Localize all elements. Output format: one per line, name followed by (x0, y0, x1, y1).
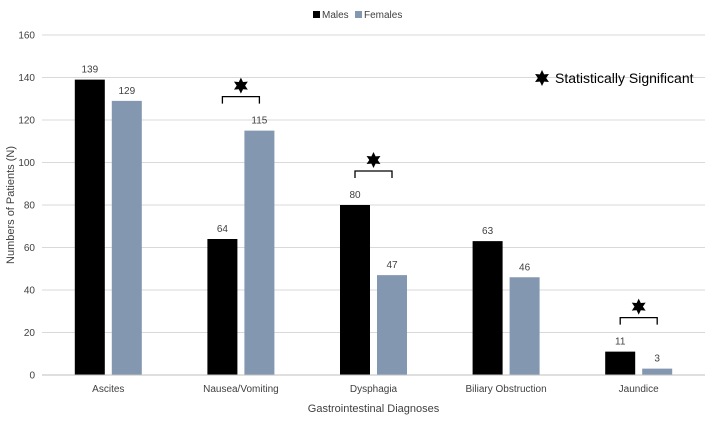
star-icon (631, 298, 646, 315)
x-axis-categories: Ascites Nausea/Vomiting Dysphagia Biliary O… (92, 384, 659, 395)
data-label: 46 (519, 262, 531, 273)
x-axis-title: Gastrointestinal Diagnoses (308, 403, 440, 415)
data-label: 47 (386, 260, 398, 271)
significance-bracket (619, 316, 658, 325)
bar-females-1 (244, 130, 275, 375)
x-category-label: Dysphagia (350, 384, 398, 395)
y-tick-label: 140 (18, 73, 35, 84)
significance-legend: Statistically Significant (535, 70, 694, 86)
star-icon (366, 152, 381, 168)
star-icon (535, 70, 549, 86)
legend-label-females: Females (364, 10, 402, 21)
bar-females-4 (642, 368, 673, 375)
significance-bracket (354, 170, 393, 178)
y-tick-label: 80 (24, 201, 36, 212)
significance-markers (221, 77, 658, 325)
y-axis-title: Numbers of Patients (N) (5, 146, 17, 264)
data-label: 64 (217, 224, 229, 235)
y-axis-ticks: 0 20 40 60 80 100 120 140 160 (18, 31, 35, 382)
y-tick-label: 0 (29, 371, 35, 382)
y-tick-label: 60 (24, 243, 36, 254)
significance-bracket (221, 95, 261, 104)
bar-females-2 (377, 275, 407, 375)
y-tick-label: 40 (24, 286, 36, 297)
bar-males-4 (605, 351, 636, 375)
bar-males-0 (74, 79, 105, 375)
data-label: 129 (118, 86, 135, 97)
data-label: 3 (654, 354, 660, 365)
bar-males-2 (340, 205, 370, 375)
legend-swatch-males (313, 11, 320, 18)
bar-males-3 (472, 241, 503, 375)
data-label: 115 (251, 116, 267, 127)
legend-swatch-females (355, 11, 362, 18)
y-tick-label: 120 (18, 116, 35, 127)
data-label: 80 (349, 190, 361, 201)
legend: Males Females (313, 10, 402, 21)
data-label: 139 (81, 65, 98, 76)
legend-label-males: Males (322, 10, 349, 21)
x-category-label: Biliary Obstruction (466, 384, 547, 395)
x-category-label: Ascites (92, 384, 124, 395)
significance-note: Statistically Significant (555, 70, 694, 86)
y-tick-label: 20 (24, 328, 36, 339)
x-category-label: Nausea/Vomiting (203, 384, 279, 395)
y-tick-label: 100 (18, 158, 35, 169)
data-label: 11 (615, 337, 626, 348)
data-labels: 139 129 64 115 80 47 63 46 11 3 (81, 65, 660, 365)
star-icon (233, 77, 248, 94)
bar-females-3 (509, 277, 540, 375)
data-label: 63 (482, 226, 494, 237)
bar-males-1 (207, 239, 238, 375)
bars (74, 79, 673, 375)
bar-females-0 (111, 100, 142, 375)
x-category-label: Jaundice (619, 384, 659, 395)
y-tick-label: 160 (18, 31, 35, 42)
